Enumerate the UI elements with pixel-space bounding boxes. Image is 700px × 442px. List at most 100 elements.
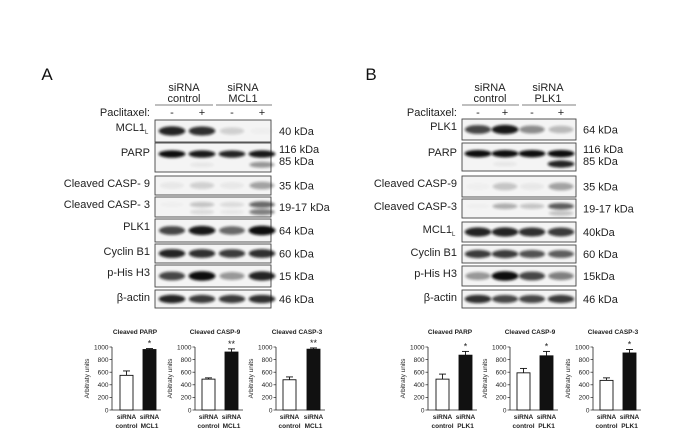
protein-band: [491, 227, 519, 237]
protein-label: PLK1: [123, 221, 150, 233]
x-tick-label-line2: PLK1: [621, 423, 638, 430]
x-tick-label-line1: siRNA: [537, 414, 557, 421]
protein-band: [491, 124, 519, 135]
protein-band: [547, 160, 575, 168]
protein-band: [160, 202, 184, 207]
y-tick-label: 0: [105, 407, 109, 414]
group-header-line2: PLK1: [535, 93, 562, 105]
protein-band: [188, 150, 216, 158]
protein-band: [159, 182, 185, 189]
protein-band: [492, 161, 518, 167]
x-tick-label-line1: siRNA: [456, 414, 476, 421]
bar-chart: Cleaved CASP-9 0 200 400 600 800 1000Arbitraty…: [167, 329, 243, 430]
significance-marker: *: [628, 340, 632, 350]
protein-band: [548, 125, 574, 134]
protein-band: [188, 225, 216, 236]
panel-label: A: [41, 65, 53, 84]
protein-band: [158, 271, 186, 281]
y-tick-label: 800: [496, 357, 507, 364]
molecular-weight-label: 35 kDa: [583, 182, 619, 194]
protein-band: [158, 294, 186, 304]
chart-title: Cleaved PARP: [113, 329, 158, 336]
protein-band: [518, 149, 546, 158]
chart-title: Cleaved PARP: [428, 329, 473, 336]
protein-band: [464, 149, 492, 158]
bar-chart: Cleaved CASP-3 0 200 400 600 800 1000Arbitraty…: [248, 329, 325, 430]
protein-band: [492, 182, 518, 191]
y-tick-label: 1000: [177, 344, 192, 351]
protein-band: [466, 183, 490, 190]
blot-row: β-actin 46 kDa: [117, 289, 315, 309]
x-tick-label-line2: MCL1: [305, 423, 323, 430]
protein-band: [547, 294, 575, 304]
molecular-weight-label: 85 kDa: [279, 156, 315, 168]
molecular-weight-label: 85 kDa: [583, 156, 619, 168]
y-tick-label: 800: [262, 357, 273, 364]
blot-row: p-His H3 15 kDa: [107, 264, 315, 288]
protein-band: [548, 182, 574, 191]
protein-band: [188, 271, 216, 281]
protein-label: Cyclin B1: [411, 247, 457, 259]
x-tick-label-line1: siRNA: [280, 414, 300, 421]
protein-label: β-actin: [117, 292, 150, 304]
protein-band: [189, 181, 215, 190]
molecular-weight-label: 40 kDa: [279, 126, 315, 138]
blot-row: MCL1 L 40kDa: [423, 221, 616, 243]
y-tick-label: 400: [181, 382, 192, 389]
lane-sign: -: [476, 107, 480, 119]
molecular-weight-label: 64 kDa: [583, 125, 619, 137]
y-tick-label: 0: [503, 407, 507, 414]
y-tick-label: 200: [496, 395, 507, 402]
protein-label: Cyclin B1: [104, 246, 150, 258]
y-axis-label: Arbitraty units: [565, 358, 572, 398]
protein-label: PARP: [428, 147, 457, 159]
y-tick-label: 1000: [94, 344, 109, 351]
protein-band: [188, 126, 216, 136]
y-tick-label: 200: [181, 395, 192, 402]
x-tick-label-line2: control: [595, 423, 617, 430]
lane-sign: -: [230, 107, 234, 119]
blot-row: p-His H3 15kDa: [414, 265, 616, 287]
group-header-line1: siRNA: [474, 82, 506, 94]
molecular-weight-label: 116 kDa: [583, 144, 624, 156]
protein-band: [491, 294, 519, 304]
y-tick-label: 0: [188, 407, 192, 414]
y-tick-label: 600: [98, 370, 109, 377]
protein-band: [491, 271, 519, 281]
chart-title: Cleaved CASP-9: [190, 329, 241, 336]
molecular-weight-label: 60 kDa: [583, 249, 619, 261]
protein-band: [219, 272, 245, 280]
y-tick-label: 600: [579, 370, 590, 377]
protein-band: [519, 203, 545, 209]
significance-marker: **: [310, 338, 318, 348]
blot-row: PLK1 64 kDa: [123, 218, 315, 243]
x-tick-label-line2: control: [278, 423, 300, 430]
y-tick-label: 1000: [575, 344, 590, 351]
x-tick-label-line2: control: [431, 423, 453, 430]
protein-band: [548, 250, 574, 258]
protein-band: [547, 149, 575, 158]
x-tick-label-line1: siRNA: [597, 414, 617, 421]
group-header-line2: control: [473, 93, 506, 105]
y-tick-label: 400: [414, 382, 425, 389]
significance-marker: *: [545, 341, 549, 351]
protein-band: [249, 181, 275, 190]
protein-band: [248, 271, 276, 281]
protein-band: [465, 272, 491, 280]
lane-sign: +: [502, 107, 508, 119]
blot-row: PLK1 64 kDa: [430, 118, 619, 141]
protein-band: [519, 125, 545, 134]
significance-marker: *: [148, 339, 152, 349]
bar: [516, 372, 531, 411]
protein-label: MCL1: [423, 224, 452, 236]
blot-membrane: [461, 175, 577, 198]
y-tick-label: 1000: [492, 344, 507, 351]
protein-label: PARP: [121, 147, 150, 159]
protein-band: [248, 225, 276, 236]
lane-sign: -: [530, 107, 534, 119]
protein-band: [548, 202, 574, 210]
protein-band: [219, 201, 245, 208]
bar-chart: Cleaved CASP-9 0 200 400 600 800 1000Arbitraty…: [482, 329, 558, 430]
